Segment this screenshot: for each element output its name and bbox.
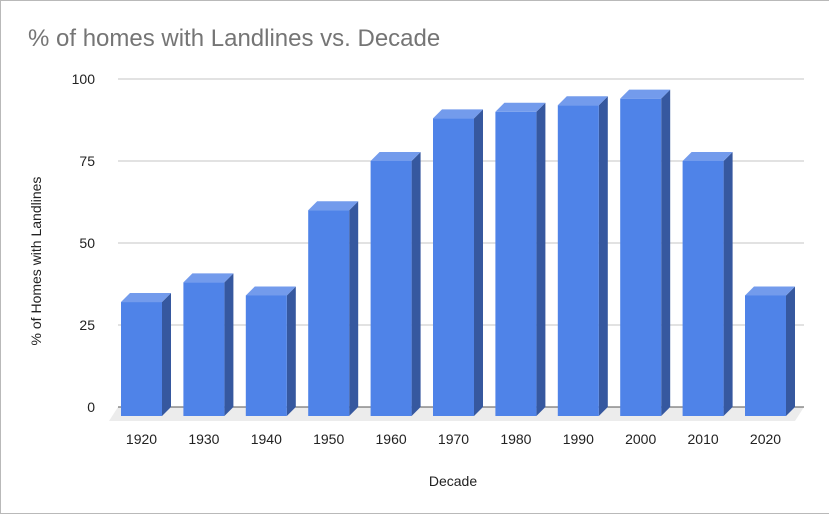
x-tick-label: 2020: [750, 431, 781, 447]
bar-top-face: [183, 273, 234, 283]
bar-top-face: [745, 286, 795, 296]
y-axis-title: % of Homes with Landlines: [28, 177, 44, 346]
bar-side-face: [349, 201, 359, 416]
x-tick-label: 1950: [313, 431, 344, 447]
bar-top-face: [620, 89, 671, 99]
bar-side-face: [661, 89, 671, 417]
y-tick-label: 50: [79, 235, 95, 251]
bar-1990: [557, 96, 608, 417]
bar-2000: [620, 89, 671, 417]
bar-side-face: [162, 293, 171, 416]
bar-front-face: [370, 161, 412, 416]
bar-side-face: [723, 152, 733, 416]
bar-front-face: [121, 302, 162, 416]
bar-side-face: [286, 286, 296, 416]
bar-front-face: [183, 282, 225, 416]
bar-front-face: [682, 161, 724, 416]
bar-1920: [121, 293, 171, 416]
bar-front-face: [745, 295, 786, 416]
bar-top-face: [308, 201, 359, 211]
y-tick-label: 0: [87, 399, 95, 415]
bar-side-face: [536, 102, 546, 417]
bar-1940: [245, 286, 296, 416]
x-tick-label: 1990: [563, 431, 594, 447]
bar-1980: [495, 102, 546, 417]
bar-top-face: [557, 96, 608, 106]
x-tick-label: 1920: [126, 431, 157, 447]
chart-title: % of homes with Landlines vs. Decade: [28, 25, 441, 52]
bar-side-face: [411, 152, 421, 416]
y-tick-label: 75: [79, 153, 95, 169]
x-tick-label: 1980: [500, 431, 531, 447]
x-tick-label: 1930: [188, 431, 219, 447]
x-tick-label: 2010: [688, 431, 719, 447]
bar-top-face: [682, 152, 733, 161]
x-tick-label: 1970: [438, 431, 469, 447]
bar-side-face: [474, 109, 483, 417]
bar-2010: [682, 152, 733, 416]
bar-top-face: [245, 286, 296, 296]
bar-top-face: [433, 109, 483, 119]
bar-top-face: [370, 152, 421, 161]
bar-front-face: [557, 105, 599, 417]
bar-front-face: [245, 295, 287, 416]
bar-1930: [183, 273, 234, 416]
y-tick-label: 100: [72, 71, 96, 87]
bar-side-face: [224, 273, 234, 416]
bar-front-face: [495, 111, 537, 417]
bar-1970: [433, 109, 483, 417]
bar-top-face: [495, 102, 546, 112]
bar-2020: [745, 286, 795, 416]
bar-1950: [308, 201, 359, 416]
y-axis-ticks: 0 25 50 75 100: [72, 71, 96, 415]
bar-1960: [370, 152, 421, 416]
x-tick-label: 1960: [376, 431, 407, 447]
x-axis-ticks: 1920 1930 1940 1950 1960 1970 1980 1990 2000 2010…: [126, 431, 781, 447]
y-tick-label: 25: [79, 317, 95, 333]
bar-front-face: [620, 98, 662, 417]
bar-front-face: [308, 210, 350, 416]
bar-front-face: [433, 118, 474, 417]
bar-side-face: [598, 96, 608, 417]
x-tick-label: 2000: [625, 431, 656, 447]
bar-side-face: [786, 286, 795, 416]
x-axis-title: Decade: [429, 473, 477, 489]
bar-top-face: [121, 293, 171, 303]
x-tick-label: 1940: [251, 431, 282, 447]
bars: [121, 89, 795, 417]
